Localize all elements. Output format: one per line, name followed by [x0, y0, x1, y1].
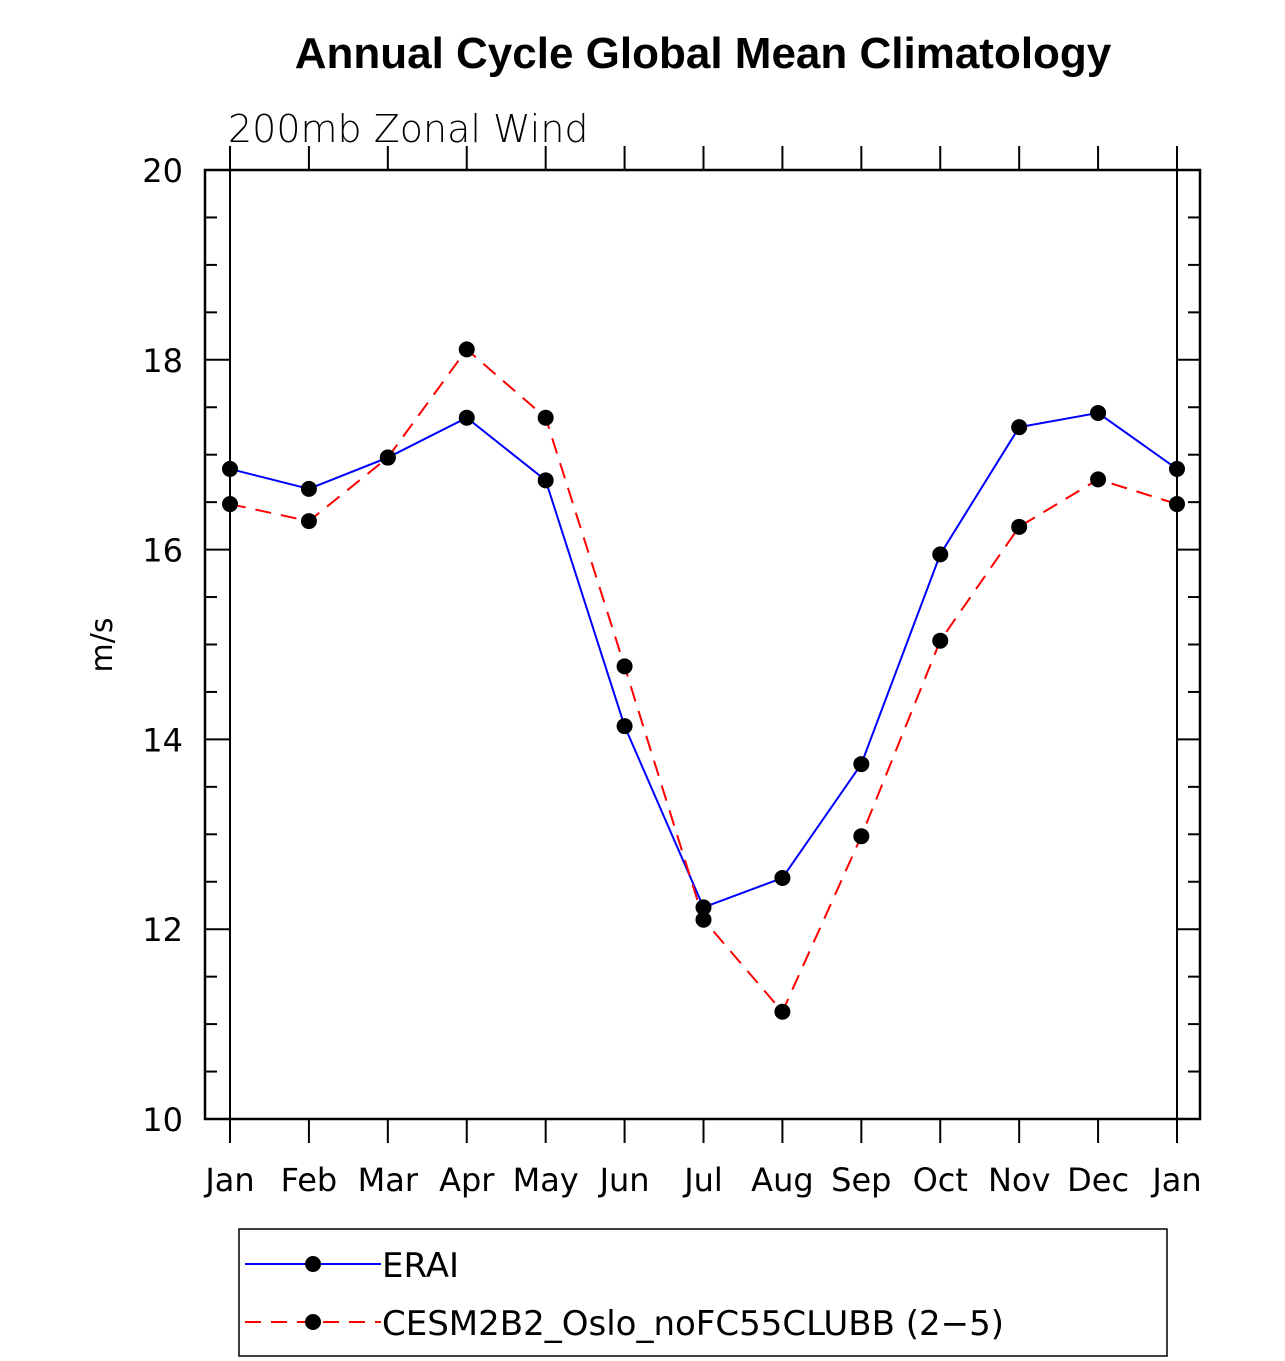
x-tick-label: Dec: [1067, 1161, 1129, 1199]
data-point-series-0: [932, 546, 949, 563]
x-tick-label: May: [513, 1161, 579, 1199]
data-point-series-1: [537, 409, 554, 426]
x-tick-label: Jan: [203, 1161, 254, 1199]
legend-marker-erai: [305, 1256, 321, 1272]
axes: Jan Feb Mar Apr May Jun Jul Aug Sep Oct Nov Dec Jan 1…: [142, 146, 1202, 1199]
chart-title: Annual Cycle Global Mean Climatology: [295, 29, 1112, 78]
data-point-series-1: [379, 449, 396, 466]
data-point-series-1: [458, 341, 475, 358]
x-tick-label: Jul: [682, 1161, 723, 1199]
legend-label-erai: ERAI: [382, 1246, 459, 1286]
data-point-series-1: [616, 658, 633, 675]
data-point-series-0: [774, 869, 791, 886]
data-point-series-0: [1090, 404, 1107, 421]
y-tick-label: 18: [142, 342, 183, 380]
x-tick-label: Feb: [281, 1161, 338, 1199]
x-tick-label: Nov: [988, 1161, 1050, 1199]
data-point-series-1: [1090, 471, 1107, 488]
x-tick-label: Apr: [439, 1161, 495, 1199]
series-line-0: [229, 411, 1178, 909]
data-point-series-0: [537, 472, 554, 489]
legend-label-cesm: CESM2B2_Oslo_noFC55CLUBB (2−5): [382, 1304, 1004, 1344]
data-point-series-0: [853, 756, 870, 773]
x-tick-label: Mar: [358, 1161, 419, 1199]
x-tick-label: Jun: [598, 1161, 650, 1199]
x-tick-label: Sep: [831, 1161, 891, 1199]
data-point-series-0: [616, 718, 633, 735]
data-point-series-1: [1169, 496, 1185, 513]
x-tick-label: Aug: [751, 1161, 813, 1199]
series-layer: [222, 341, 1185, 1020]
data-point-series-0: [222, 460, 238, 477]
legend-box: [238, 1228, 1168, 1357]
y-tick-label: 16: [142, 532, 183, 570]
legend: ERAI CESM2B2_Oslo_noFC55CLUBB (2−5): [238, 1228, 1168, 1357]
data-point-series-1: [695, 911, 712, 928]
y-tick-label: 12: [142, 911, 183, 949]
x-tick-label: Oct: [913, 1161, 968, 1199]
legend-marker-cesm: [305, 1314, 321, 1330]
data-point-series-0: [1169, 460, 1185, 477]
data-point-series-0: [1011, 419, 1028, 436]
data-point-series-1: [853, 828, 870, 845]
y-axis-label: m/s: [85, 618, 120, 673]
y-tick-label: 14: [142, 721, 183, 759]
data-point-series-1: [1011, 518, 1028, 535]
plot-frame: [203, 168, 1202, 1121]
data-point-series-1: [774, 1003, 791, 1020]
data-point-series-1: [222, 496, 238, 513]
data-point-series-1: [300, 513, 317, 530]
data-point-series-0: [695, 899, 712, 916]
x-tick-label: Jan: [1150, 1161, 1201, 1199]
data-point-series-0: [458, 409, 475, 426]
data-point-series-1: [932, 632, 949, 649]
chart-subtitle: 200mb Zonal Wind: [228, 107, 589, 151]
y-tick-label: 10: [142, 1101, 183, 1139]
y-tick-label: 20: [142, 152, 183, 190]
data-point-series-0: [300, 480, 317, 497]
